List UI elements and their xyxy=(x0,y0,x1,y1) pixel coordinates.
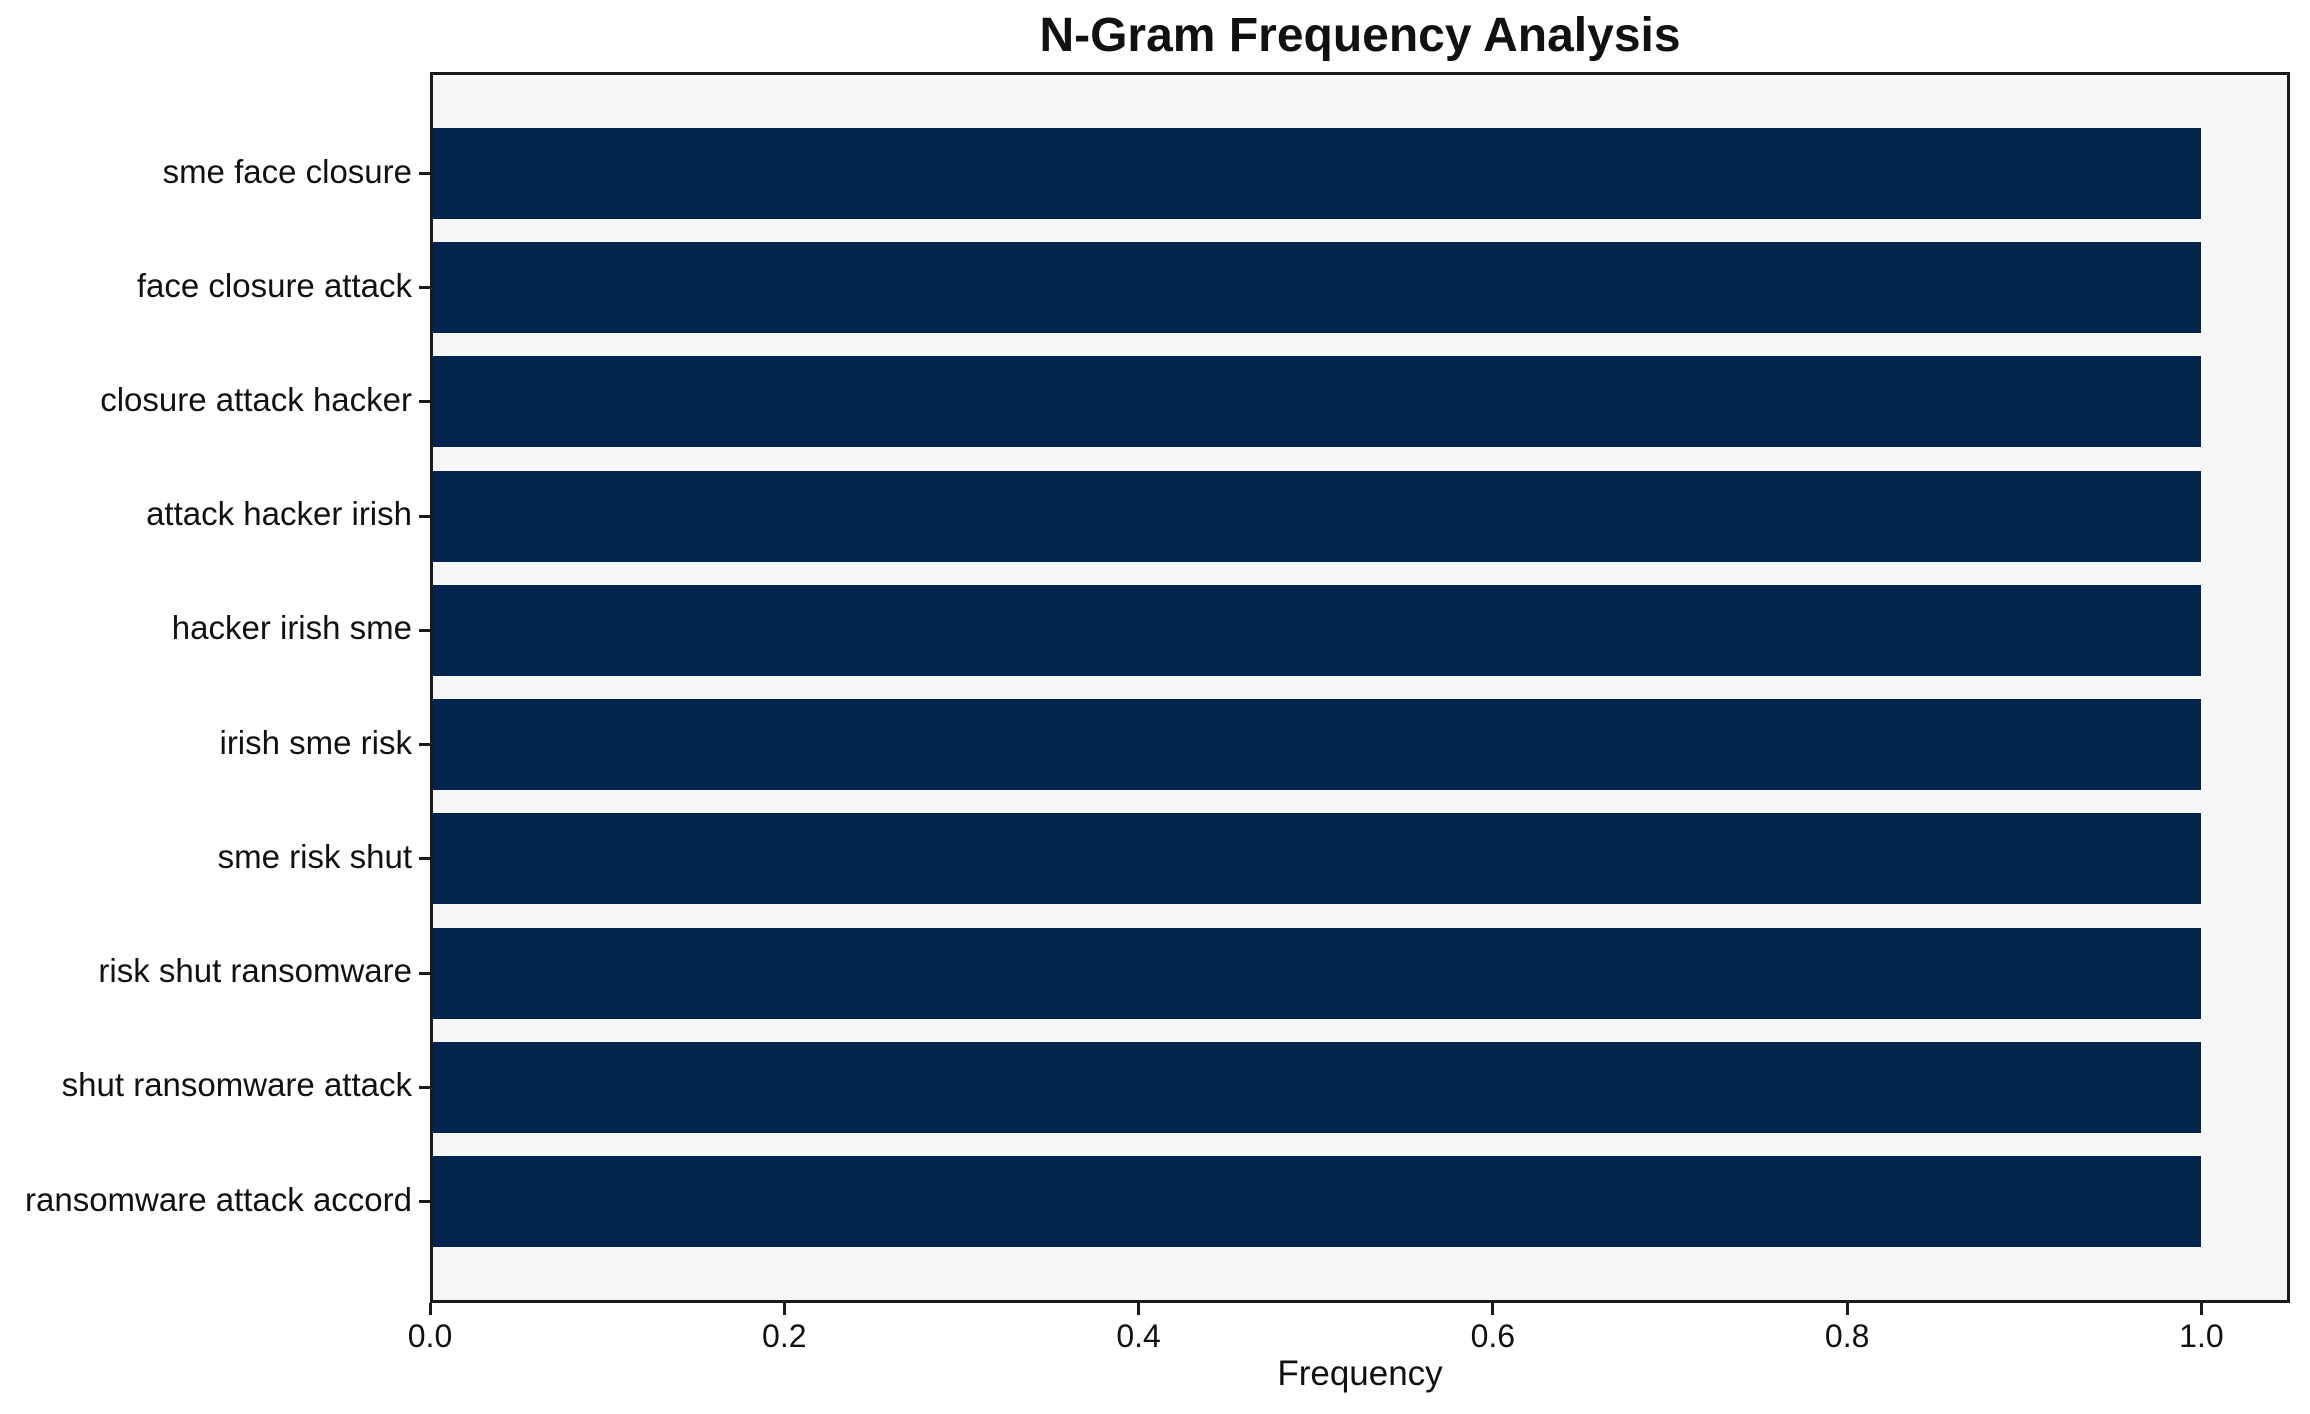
bar xyxy=(433,699,2202,791)
y-axis-label: hacker irish sme xyxy=(171,609,412,647)
y-axis-label: ransomware attack accord xyxy=(25,1180,412,1218)
y-tick xyxy=(419,286,430,290)
bar xyxy=(433,584,2202,676)
y-tick xyxy=(419,1200,430,1203)
y-tick xyxy=(419,971,430,975)
bar xyxy=(433,242,2202,334)
bar xyxy=(433,927,2202,1019)
x-tick xyxy=(2199,1303,2203,1315)
y-axis-label: shut ransomware attack xyxy=(61,1066,412,1104)
y-axis-label: risk shut ransomware xyxy=(98,952,412,990)
x-tick-label: 0.8 xyxy=(1824,1318,1870,1354)
y-tick xyxy=(419,172,430,175)
y-axis-label: sme risk shut xyxy=(217,837,412,875)
x-tick xyxy=(1845,1303,1849,1315)
x-tick-label: 1.0 xyxy=(2179,1318,2224,1354)
y-axis-label: irish sme risk xyxy=(219,723,412,761)
y-axis-label: sme face closure xyxy=(162,152,412,190)
y-axis-label: attack hacker irish xyxy=(146,495,412,533)
bar xyxy=(433,813,2202,905)
y-tick xyxy=(419,743,430,747)
y-tick xyxy=(419,514,430,518)
x-tick-label: 0.6 xyxy=(1470,1318,1516,1354)
x-axis-title: Frequency xyxy=(1277,1354,1443,1393)
y-tick xyxy=(419,628,430,632)
bar xyxy=(433,470,2202,562)
bar xyxy=(433,1156,2202,1247)
bar xyxy=(433,1041,2202,1133)
plot-area xyxy=(430,72,2290,1303)
y-axis-label: closure attack hacker xyxy=(100,380,412,418)
y-tick xyxy=(419,857,430,861)
y-tick xyxy=(419,1085,430,1089)
x-tick xyxy=(1491,1303,1495,1315)
chart-title: N-Gram Frequency Analysis xyxy=(1039,9,1681,62)
bar xyxy=(433,356,2202,448)
bar xyxy=(433,128,2202,219)
x-tick-label: 0.2 xyxy=(762,1318,807,1354)
y-tick xyxy=(419,400,430,404)
y-axis-label: face closure attack xyxy=(136,266,412,304)
x-tick xyxy=(1137,1303,1141,1315)
x-tick xyxy=(782,1303,786,1315)
x-tick xyxy=(428,1303,432,1315)
x-tick-label: 0.0 xyxy=(407,1318,453,1354)
x-tick-label: 0.4 xyxy=(1116,1318,1161,1354)
